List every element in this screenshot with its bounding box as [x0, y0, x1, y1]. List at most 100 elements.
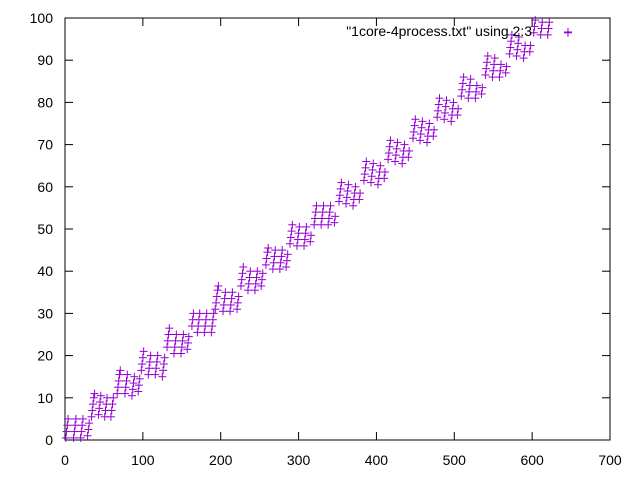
data-point	[441, 102, 450, 111]
data-point	[294, 229, 303, 238]
data-point	[96, 398, 105, 407]
data-point	[171, 336, 180, 345]
data-point	[293, 235, 302, 244]
data-point	[146, 351, 155, 360]
data-point	[359, 176, 368, 185]
data-point	[317, 214, 326, 223]
data-point	[536, 30, 545, 39]
data-point	[335, 191, 344, 200]
data-point	[77, 427, 86, 436]
data-point	[138, 353, 147, 362]
data-point	[447, 117, 456, 126]
data-point	[512, 51, 521, 60]
data-point	[61, 433, 70, 442]
data-point	[89, 400, 98, 409]
data-point	[300, 235, 309, 244]
data-point	[286, 233, 295, 242]
data-point	[287, 227, 296, 236]
data-point	[295, 222, 304, 231]
data-point	[158, 372, 167, 381]
data-point	[283, 250, 292, 259]
data-point	[208, 315, 217, 324]
data-point	[264, 243, 273, 252]
data-point	[400, 140, 409, 149]
data-point	[107, 406, 116, 415]
data-point	[335, 197, 344, 206]
data-point	[170, 343, 179, 352]
data-point	[179, 330, 188, 339]
data-point	[246, 267, 255, 276]
data-point	[263, 248, 272, 257]
x-tick-label: 100	[131, 452, 155, 468]
data-point	[233, 305, 242, 314]
data-point	[410, 121, 419, 130]
data-point	[208, 322, 217, 331]
data-point	[227, 294, 236, 303]
data-point	[243, 286, 252, 295]
data-point	[293, 241, 302, 250]
plot-frame	[64, 17, 611, 441]
data-point	[409, 127, 418, 136]
data-point	[318, 208, 327, 217]
data-point	[537, 24, 546, 33]
data-point	[83, 431, 92, 440]
data-point	[282, 256, 291, 265]
data-point	[356, 189, 365, 198]
data-point	[207, 328, 216, 337]
data-point	[324, 220, 333, 229]
data-point	[226, 300, 235, 309]
data-point	[369, 159, 378, 168]
data-point	[464, 94, 473, 103]
data-point	[62, 427, 71, 436]
data-point	[386, 136, 395, 145]
data-point	[194, 322, 203, 331]
data-point	[471, 94, 480, 103]
data-point	[134, 387, 143, 396]
data-point	[262, 254, 271, 263]
data-point	[153, 351, 162, 360]
data-point	[433, 106, 442, 115]
y-tick-label: 100	[30, 10, 54, 26]
data-point	[253, 267, 262, 276]
y-tick-label: 30	[37, 305, 53, 321]
data-point	[226, 307, 235, 316]
data-point	[543, 30, 552, 39]
data-point	[489, 60, 498, 69]
data-point	[317, 220, 326, 229]
data-point	[544, 24, 553, 33]
data-point	[70, 427, 79, 436]
data-point	[268, 265, 277, 274]
data-point	[63, 421, 72, 430]
data-point	[251, 279, 260, 288]
data-point	[458, 79, 467, 88]
data-point	[71, 421, 80, 430]
data-point	[319, 201, 328, 210]
data-point	[391, 151, 400, 160]
data-point	[122, 376, 131, 385]
data-point	[95, 404, 104, 413]
data-point	[342, 193, 351, 202]
data-point	[391, 157, 400, 166]
data-point	[286, 239, 295, 248]
data-point	[120, 389, 129, 398]
data-point	[261, 260, 270, 269]
data-point	[271, 246, 280, 255]
data-point	[108, 400, 117, 409]
data-point	[209, 309, 218, 318]
x-tick-label: 500	[443, 452, 467, 468]
data-point	[178, 336, 187, 345]
data-point	[531, 16, 540, 25]
data-point	[465, 87, 474, 96]
data-point	[139, 347, 148, 356]
data-point	[398, 159, 407, 168]
data-point	[194, 315, 203, 324]
data-point	[525, 47, 534, 56]
data-point	[90, 389, 99, 398]
data-point	[405, 146, 414, 155]
data-point	[165, 324, 174, 333]
data-point	[200, 328, 209, 337]
data-point	[202, 309, 211, 318]
data-point	[106, 412, 115, 421]
data-point	[458, 85, 467, 94]
data-point	[355, 195, 364, 204]
